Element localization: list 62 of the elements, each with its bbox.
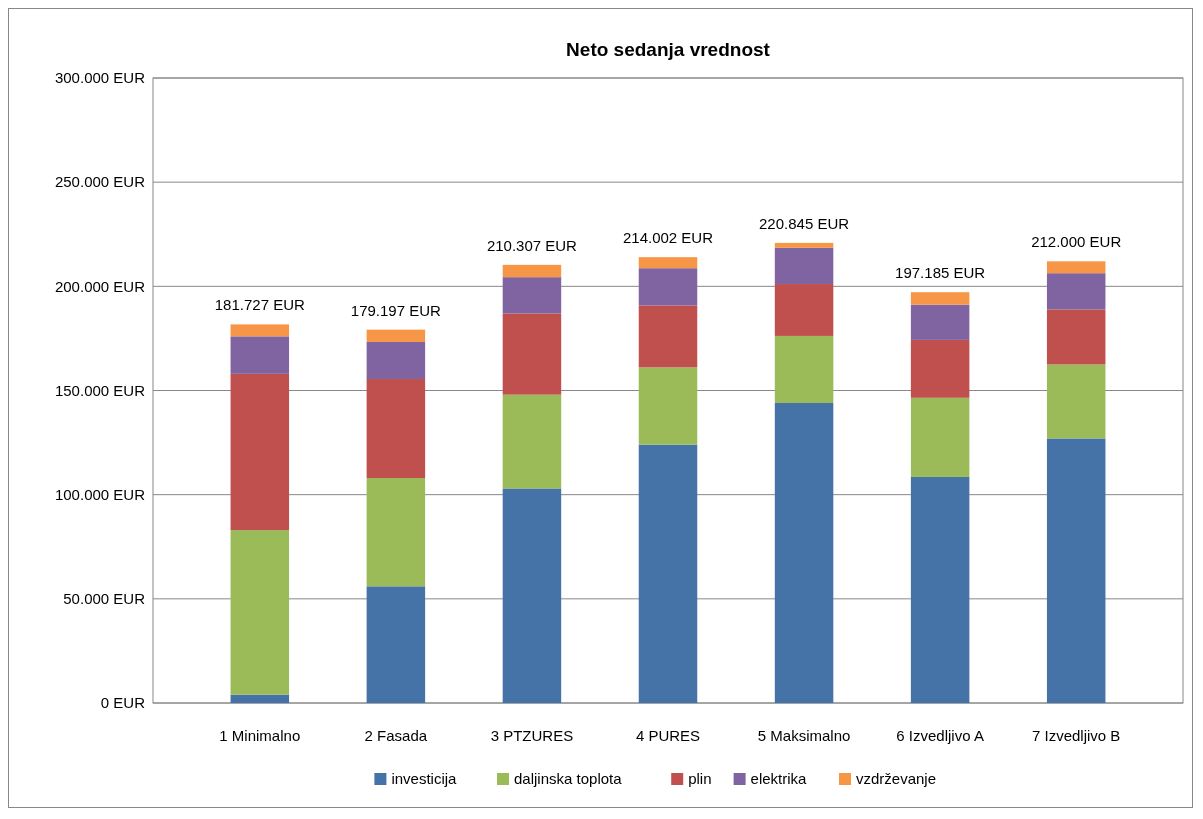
bar	[1046, 273, 1106, 310]
legend-label: vzdrževanje	[856, 770, 937, 788]
bar	[910, 339, 970, 398]
bar	[774, 242, 834, 248]
bar	[366, 586, 426, 703]
bar	[366, 329, 426, 342]
x-tick-label: 7 Izvedljivo B	[1032, 727, 1121, 744]
bar	[366, 478, 426, 587]
bar	[502, 264, 562, 278]
legend-label: plin	[688, 770, 712, 788]
bar	[774, 335, 834, 403]
bar	[230, 373, 290, 531]
bar	[910, 304, 970, 340]
bar	[366, 341, 426, 380]
bar	[910, 476, 970, 703]
total-label: 179.197 EUR	[350, 301, 442, 319]
bar	[1046, 438, 1106, 703]
total-label: 214.002 EUR	[622, 229, 714, 247]
y-tick-label: 50.000 EUR	[63, 590, 146, 608]
bar	[230, 324, 290, 337]
y-tick-label: 100.000 EUR	[54, 485, 146, 503]
y-tick-label: 0 EUR	[100, 694, 146, 712]
bar	[910, 292, 970, 305]
x-tick-label: 5 Maksimalno	[757, 727, 851, 744]
x-tick-label: 3 PTZURES	[490, 727, 574, 744]
bar	[502, 277, 562, 314]
bar	[1046, 309, 1106, 365]
bar	[638, 257, 698, 269]
total-label: 210.307 EUR	[486, 236, 578, 254]
x-tick-label: 1 Minimalno	[219, 727, 301, 744]
y-tick-label: 150.000 EUR	[54, 381, 146, 399]
bar	[638, 367, 698, 445]
x-tick-label: 6 Izvedljivo A	[896, 727, 984, 744]
bar	[1046, 261, 1106, 274]
bar	[774, 284, 834, 336]
bar	[502, 394, 562, 489]
y-tick-label: 300.000 EUR	[54, 69, 146, 87]
total-label: 212.000 EUR	[1031, 233, 1122, 251]
bar	[638, 305, 698, 368]
x-tick-label: 4 PURES	[635, 727, 701, 744]
bar	[502, 488, 562, 703]
total-label: 197.185 EUR	[895, 264, 986, 282]
bar	[910, 397, 970, 477]
x-tick-label: 2 Fasada	[364, 727, 428, 744]
bar	[638, 268, 698, 306]
bar	[1046, 364, 1106, 439]
bar	[502, 313, 562, 395]
bar	[774, 403, 834, 703]
legend-label: daljinska toplota	[514, 770, 623, 788]
bar	[230, 694, 290, 703]
bar	[638, 444, 698, 703]
legend-label: investicija	[391, 770, 458, 788]
total-label: 181.727 EUR	[214, 296, 305, 314]
bar	[230, 336, 290, 374]
bar	[366, 379, 426, 478]
y-tick-label: 250.000 EUR	[54, 173, 146, 191]
bar	[230, 530, 290, 695]
total-label: 220.845 EUR	[759, 214, 850, 232]
y-tick-label: 200.000 EUR	[54, 277, 146, 295]
chart-title: Neto sedanja vrednost	[566, 39, 771, 60]
legend-label: elektrika	[750, 770, 808, 788]
bar	[774, 247, 834, 285]
